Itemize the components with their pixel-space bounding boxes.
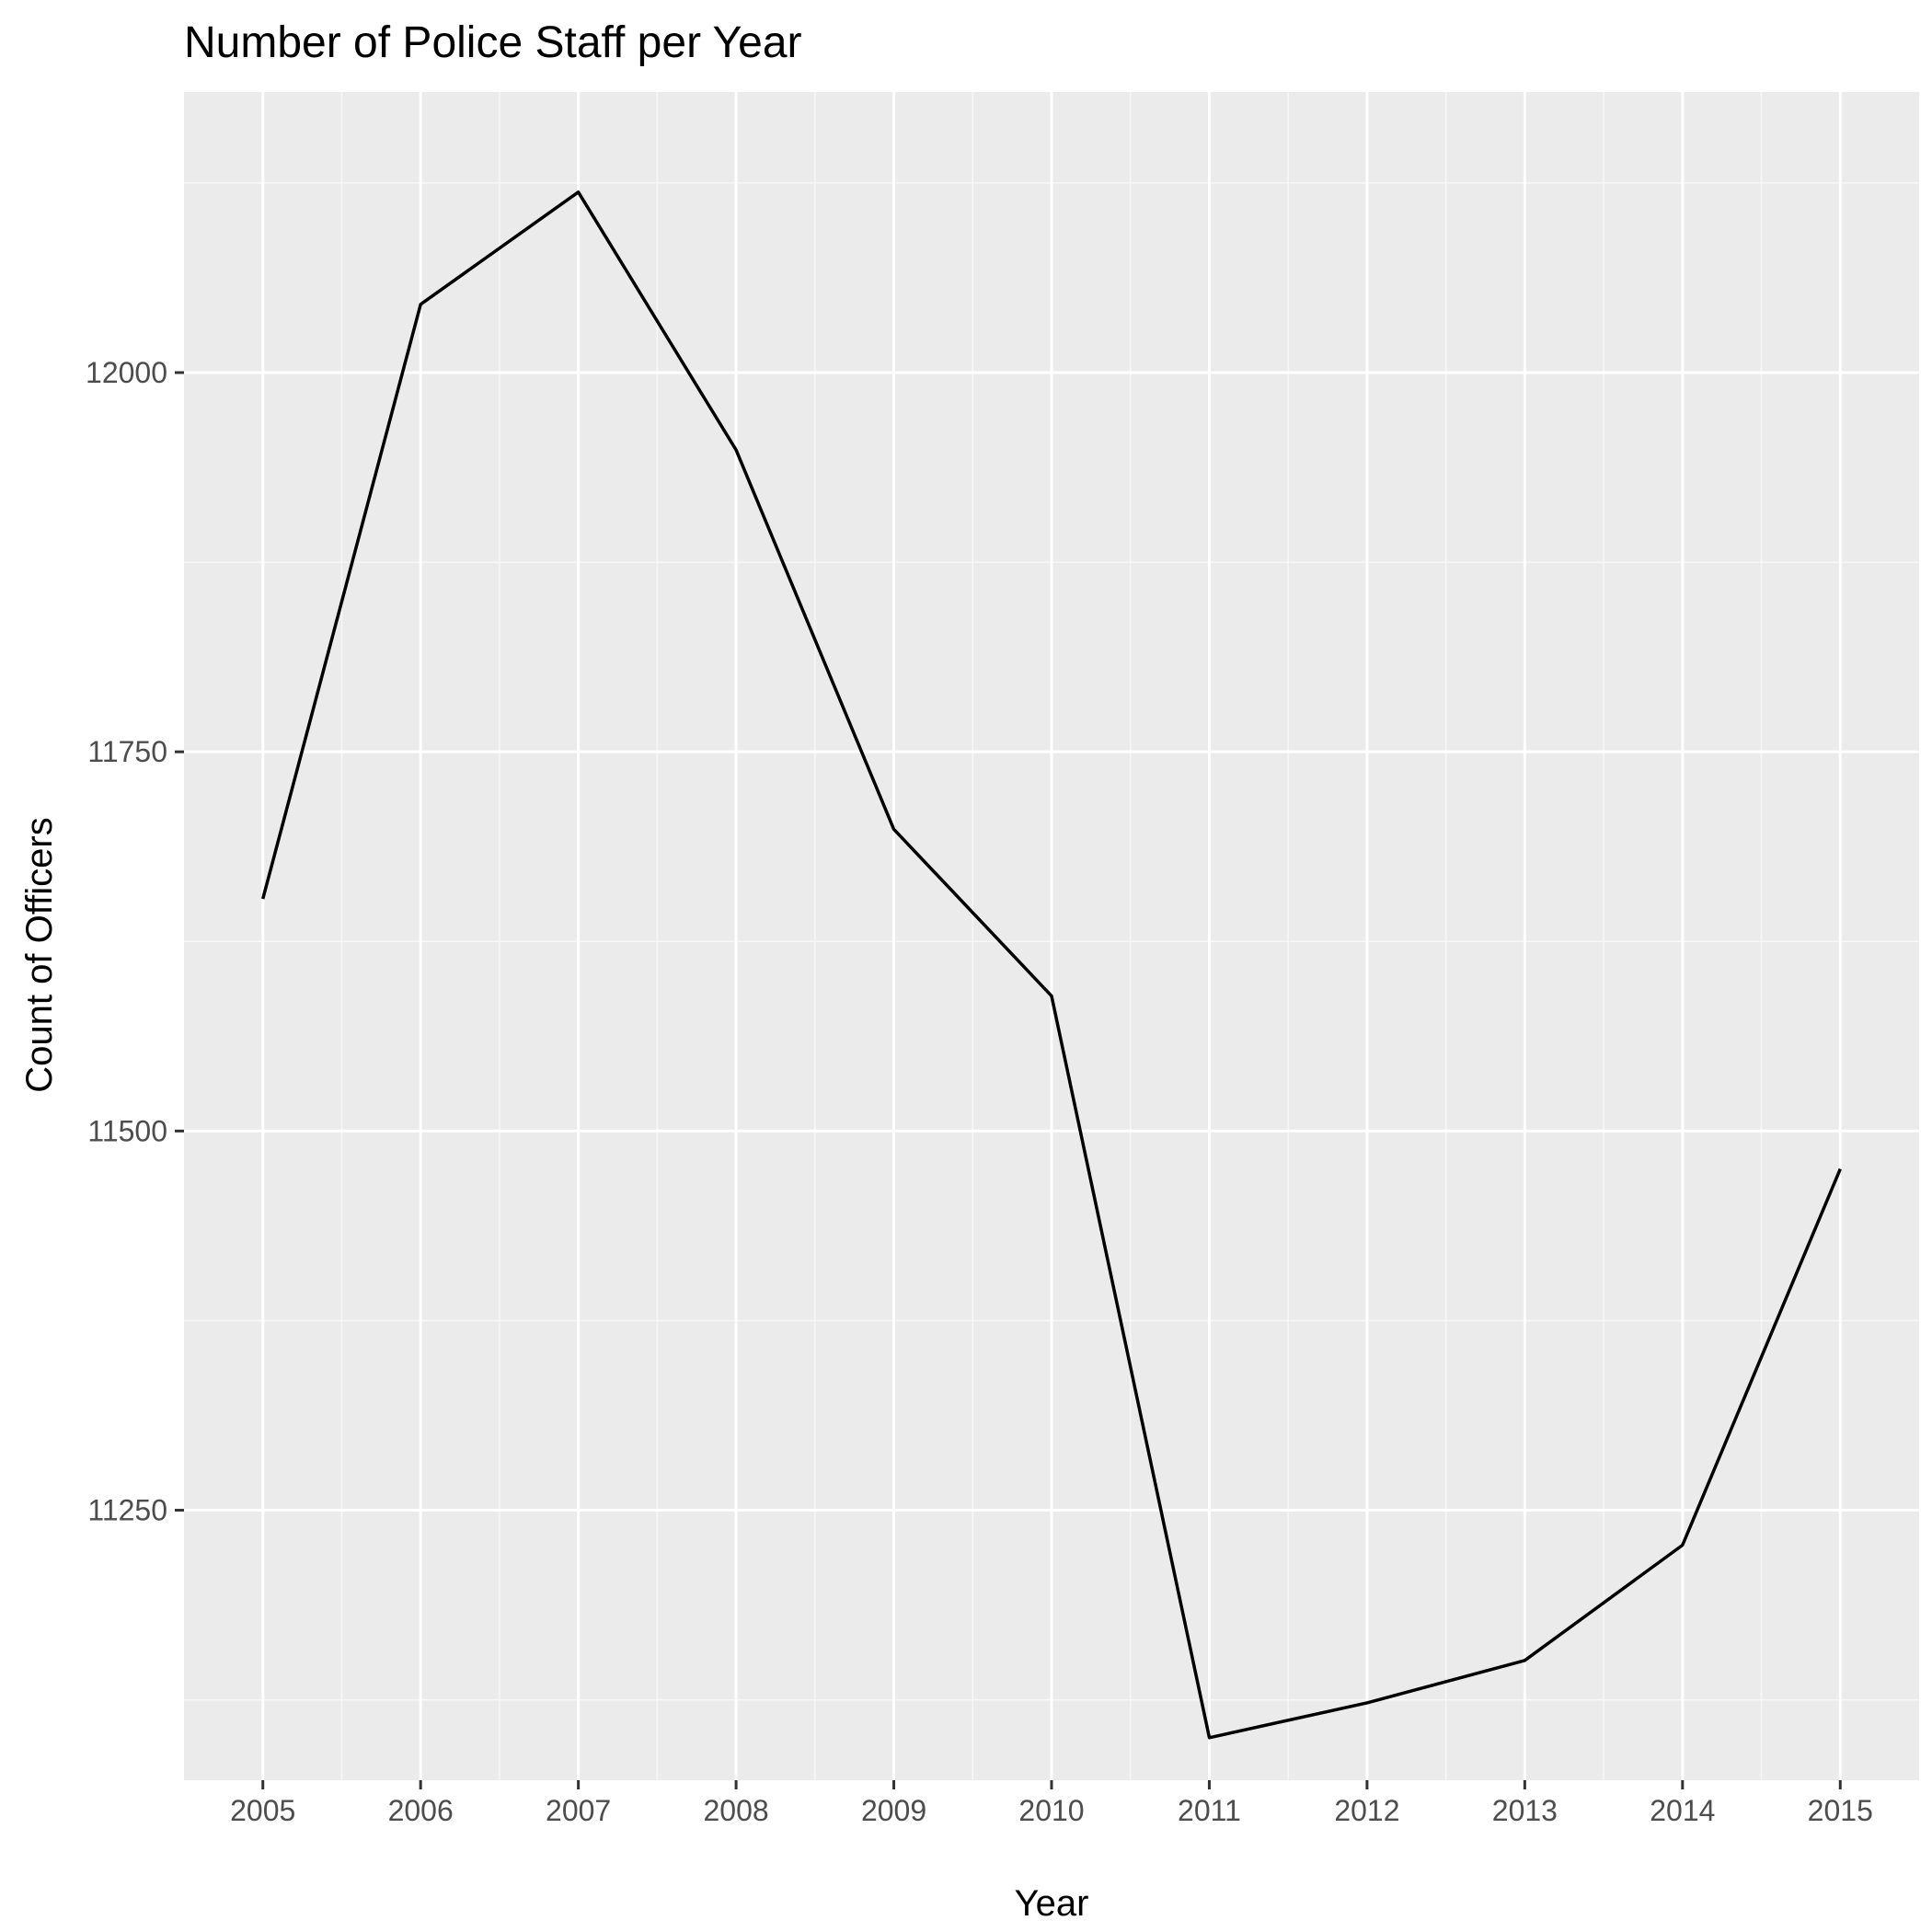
major-gridlines xyxy=(184,92,1919,1780)
x-tick-label: 2011 xyxy=(1178,1794,1241,1827)
x-tick-label: 2005 xyxy=(230,1794,295,1827)
y-axis-title: Count of Officers xyxy=(19,817,60,1092)
x-tick-label: 2008 xyxy=(703,1794,768,1827)
series-line xyxy=(261,190,1842,1740)
x-tick-label: 2014 xyxy=(1650,1794,1715,1827)
chart-title: Number of Police Staff per Year xyxy=(184,18,802,67)
x-tick-label: 2013 xyxy=(1492,1794,1558,1827)
x-axis-title: Year xyxy=(1015,1883,1089,1924)
x-axis: 2005 2006 2007 2008 2009 2010 2011 2012 2013 2014… xyxy=(230,1780,1873,1827)
y-tick-label: 11250 xyxy=(87,1494,167,1527)
y-tick-label: 12000 xyxy=(86,356,167,389)
x-tick-label: 2015 xyxy=(1808,1794,1873,1827)
x-tick-label: 2010 xyxy=(1018,1794,1084,1827)
y-tick-label: 11750 xyxy=(87,735,167,768)
x-tick-label: 2012 xyxy=(1334,1794,1399,1827)
x-tick-label: 2009 xyxy=(861,1794,926,1827)
y-axis: 11250 11500 11750 12000 xyxy=(86,356,184,1527)
series-layer xyxy=(261,190,1842,1740)
y-tick-label: 11500 xyxy=(87,1114,167,1147)
x-tick-label: 2007 xyxy=(546,1794,611,1827)
x-tick-label: 2006 xyxy=(388,1794,454,1827)
